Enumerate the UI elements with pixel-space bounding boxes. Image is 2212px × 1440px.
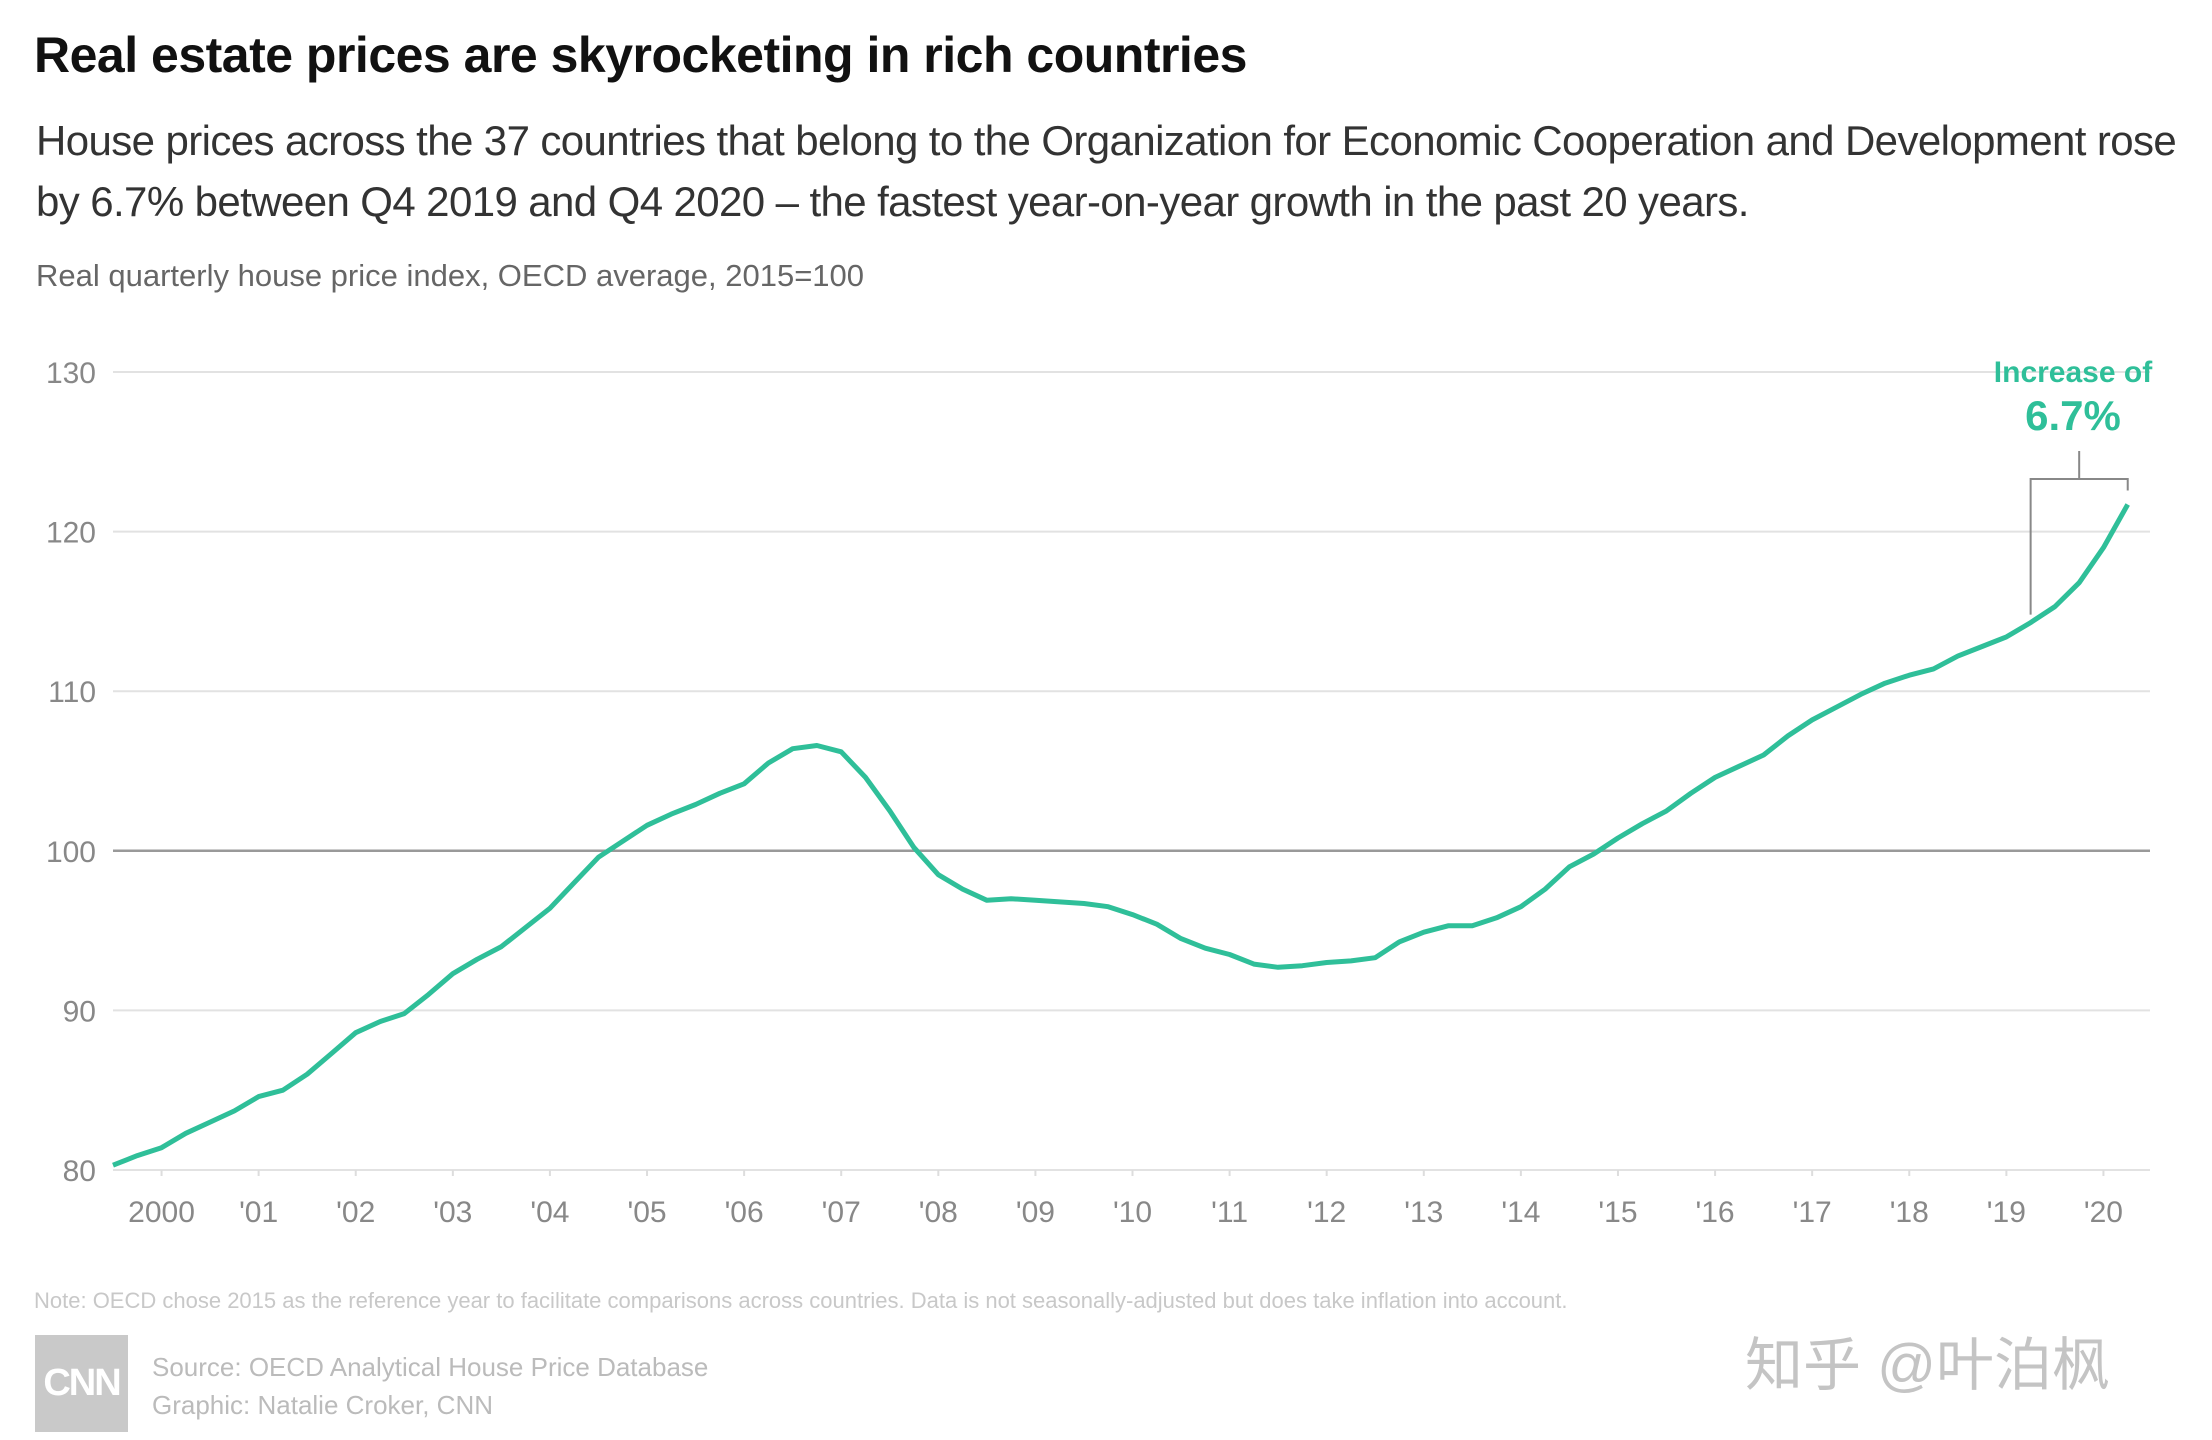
x-tick-label: '13 [1404,1196,1443,1229]
x-tick-label: '10 [1113,1196,1152,1229]
logo: CNN [35,1335,128,1432]
y-tick-label: 130 [46,357,96,390]
chart-title: Real estate prices are skyrocketing in r… [34,27,1247,83]
x-tick-label: '11 [1211,1196,1248,1229]
chart-subtitle: House prices across the 37 countries tha… [36,117,2177,225]
x-tick-label: 2000 [128,1196,195,1229]
x-tick-label: '14 [1501,1196,1540,1229]
x-tick-label: '01 [239,1196,278,1229]
x-tick-label: '16 [1696,1196,1735,1229]
y-tick-label: 120 [46,517,96,550]
x-tick-label: '17 [1793,1196,1832,1229]
x-tick-label: '12 [1307,1196,1346,1229]
x-tick-label: '08 [919,1196,958,1229]
x-tick-label: '19 [1987,1196,2026,1229]
x-tick-label: '06 [725,1196,764,1229]
note: Note: OECD chose 2015 as the reference y… [34,1288,1568,1313]
x-tick-label: '20 [2084,1196,2123,1229]
x-tick-label: '02 [336,1196,375,1229]
credit: Graphic: Natalie Croker, CNN [152,1390,493,1420]
data-line [112,503,2130,1168]
source-block: Source: OECD Analytical House Price Data… [152,1348,708,1424]
bracket [2029,451,2129,615]
y-tick-label: 80 [63,1155,96,1188]
x-tick-label: '18 [1890,1196,1929,1229]
y-tick-label: 100 [46,836,96,869]
x-tick-label: '15 [1598,1196,1637,1229]
x-tick-label: '03 [433,1196,472,1229]
x-tick-label: '09 [1016,1196,1055,1229]
x-tick-label: '04 [530,1196,569,1229]
x-tick-label: '05 [627,1196,666,1229]
y-axis-label: Real quarterly house price index, OECD a… [36,258,865,293]
annotation-label: Increase of [1994,356,2153,389]
watermark: 知乎 @叶泊枫 [1745,1333,2110,1398]
x-tick-label: '07 [822,1196,861,1229]
annotation-value: 6.7% [2025,392,2121,439]
y-tick-label: 110 [48,676,96,709]
y-tick-label: 90 [63,995,96,1028]
source: Source: OECD Analytical House Price Data… [152,1352,709,1382]
